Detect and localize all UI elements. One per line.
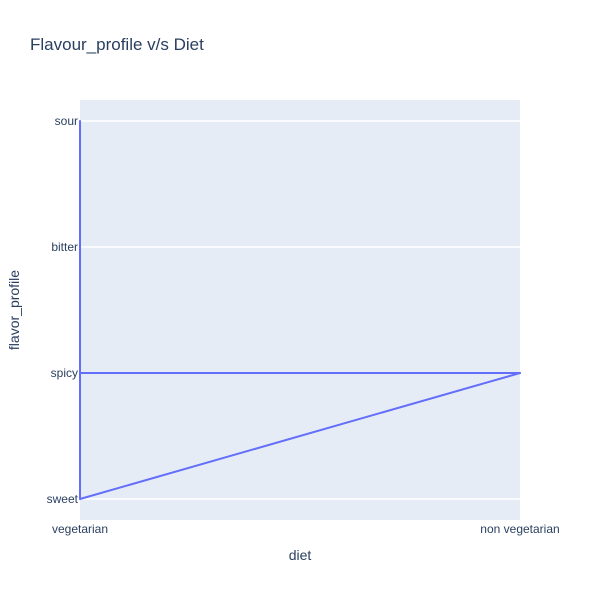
y-tick-labels: sweet spicy bitter sour <box>47 114 79 506</box>
y-axis-title: flavor_profile <box>6 270 22 350</box>
series-lines <box>79 120 521 500</box>
plot-background <box>80 100 520 520</box>
x-axis-title: diet <box>289 547 312 563</box>
y-tick-sour: sour <box>55 114 78 128</box>
y-tick-sweet: sweet <box>47 492 79 506</box>
x-tick-labels: vegetarian non vegetarian <box>52 522 560 536</box>
x-tick-vegetarian: vegetarian <box>52 522 108 536</box>
chart-title: Flavour_profile v/s Diet <box>30 35 204 54</box>
x-tick-non-vegetarian: non vegetarian <box>480 522 559 536</box>
line-segment-2 <box>79 372 521 500</box>
y-tick-bitter: bitter <box>51 240 78 254</box>
y-tick-spicy: spicy <box>51 366 78 380</box>
